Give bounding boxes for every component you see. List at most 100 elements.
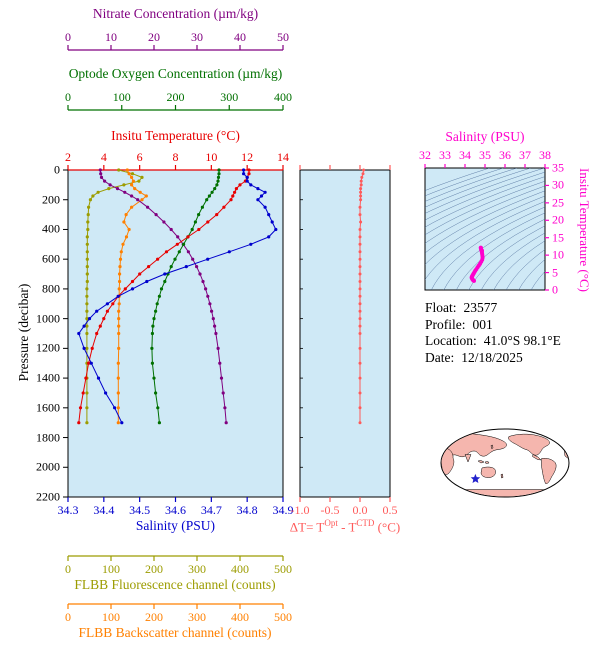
density-contours xyxy=(425,168,545,290)
tick-label: 800 xyxy=(42,281,60,296)
tick-label: 600 xyxy=(42,251,60,266)
profile-label: Profile: xyxy=(425,316,466,332)
tick-label: 50 xyxy=(277,30,289,44)
tick-label: 0.5 xyxy=(382,503,398,517)
delta-t-title-pre: ΔT= T xyxy=(289,519,325,535)
temperature-axis-title: Insitu Temperature (°C) xyxy=(111,128,240,143)
tick-label: 30 xyxy=(191,30,203,44)
tick-label: 4 xyxy=(100,150,107,164)
ts-temperature-axis-title: Insitu Temperature (°C) xyxy=(577,168,592,292)
tick-label: 14 xyxy=(277,150,289,164)
tick-label: 2 xyxy=(65,150,71,164)
backscatter-axis-title: FLBB Backscatter channel (counts) xyxy=(78,625,272,640)
tick-label: 0 xyxy=(54,162,60,177)
ts-profile xyxy=(469,245,485,283)
tick-label: 25 xyxy=(552,195,564,210)
main-plot-area xyxy=(67,169,284,498)
tick-label: -1.0 xyxy=(290,503,310,517)
flbb-fluorescence-channel-counts-profile xyxy=(85,168,144,425)
insitu-temperature-c-profile xyxy=(77,168,251,425)
float-location-star xyxy=(470,473,481,483)
tick-label: 40 xyxy=(234,30,246,44)
date-value: 12/18/2025 xyxy=(461,349,523,365)
tick-label: 1000 xyxy=(36,311,60,326)
tick-label: 34.7 xyxy=(200,503,222,517)
delta-t-plot-area xyxy=(299,169,391,498)
tick-label: 200 xyxy=(42,192,60,207)
tick-label: 100 xyxy=(102,562,120,576)
delta-t-axis-title: ΔT= TOpt - TCTD (°C) xyxy=(276,518,414,535)
float-id-row: Float: 23577 xyxy=(425,300,561,317)
tick-label: 36 xyxy=(499,148,511,162)
tick-label: 400 xyxy=(231,610,249,624)
tick-label: 400 xyxy=(274,90,292,104)
tick-label: 35 xyxy=(552,160,564,175)
salinity-axis-title: Salinity (PSU) xyxy=(135,518,216,533)
tick-label: 100 xyxy=(102,610,120,624)
float-id-value: 23577 xyxy=(463,300,498,315)
tick-label: 34.4 xyxy=(93,503,115,517)
tick-label: 34.6 xyxy=(165,503,186,517)
tick-label: 5 xyxy=(552,265,558,280)
delta-t-title-sup-ctd: CTD xyxy=(356,518,375,528)
tick-label: 100 xyxy=(112,90,131,104)
tick-label: 32 xyxy=(419,148,431,162)
tick-label: 400 xyxy=(42,221,60,236)
tick-label: 200 xyxy=(145,562,163,576)
tick-label: 6 xyxy=(136,150,143,164)
tick-label: 300 xyxy=(188,562,206,576)
tick-label: 200 xyxy=(145,610,163,624)
date-label: Date: xyxy=(425,349,455,365)
profile-value: 001 xyxy=(472,316,493,332)
delta-t-title-post: (°C) xyxy=(374,519,401,535)
delta-t-profile xyxy=(358,168,366,425)
fluorescence-axis-title: FLBB Fluorescence channel (counts) xyxy=(74,577,276,592)
location-value: 41.0°S 98.1°E xyxy=(483,333,561,348)
tick-label: 34 xyxy=(459,148,471,162)
tick-label: 0 xyxy=(65,562,71,576)
tick-label: 10 xyxy=(205,150,218,164)
tick-label: 1600 xyxy=(36,400,60,415)
tick-label: 15 xyxy=(552,230,564,245)
salinity-psu-profile xyxy=(77,168,278,425)
tick-label: 0 xyxy=(552,282,558,297)
tick-label: 400 xyxy=(231,562,249,576)
tick-label: 0 xyxy=(65,30,71,44)
tick-label: 38 xyxy=(539,148,551,162)
float-id-label: Float: xyxy=(425,300,457,315)
tick-label: 10 xyxy=(552,247,564,262)
profile-row: Profile: 001 xyxy=(425,317,561,334)
tick-label: 34.9 xyxy=(272,503,294,517)
flbb-backscatter-channel-counts-profile xyxy=(116,168,148,425)
tick-label: 1200 xyxy=(36,340,60,355)
tick-label: 0 xyxy=(65,90,71,104)
tick-label: 500 xyxy=(274,610,292,624)
tick-label: 2200 xyxy=(36,489,60,504)
tick-label: 34.5 xyxy=(129,503,151,517)
tick-label: 33 xyxy=(439,148,451,162)
tick-label: 0 xyxy=(65,610,71,624)
tick-label: 2000 xyxy=(36,459,60,474)
tick-label: 500 xyxy=(274,562,292,576)
tick-label: 37 xyxy=(519,148,531,162)
oxygen-axis-title: Optode Oxygen Concentration (µm/kg) xyxy=(68,66,283,81)
tick-label: 30 xyxy=(552,177,564,192)
nitrate-axis-title: Nitrate Concentration (µm/kg) xyxy=(92,6,259,21)
tick-label: 10 xyxy=(105,30,117,44)
delta-t-title-sup-opt: Opt xyxy=(324,518,338,528)
tick-label: 8 xyxy=(172,150,179,164)
tick-label: 200 xyxy=(166,90,185,104)
date-row: Date: 12/18/2025 xyxy=(425,350,561,367)
tick-label: 0.0 xyxy=(352,503,368,517)
tick-label: 12 xyxy=(241,150,254,164)
tick-label: 20 xyxy=(148,30,160,44)
pressure-axis-title: Pressure (decibar) xyxy=(16,283,31,382)
tick-label: 1400 xyxy=(36,370,60,385)
tick-label: 34.3 xyxy=(57,503,79,517)
tick-label: 1800 xyxy=(36,430,60,445)
tick-label: 300 xyxy=(220,90,239,104)
float-info-block: Float: 23577 Profile: 001 Location: 41.0°S … xyxy=(425,300,561,366)
